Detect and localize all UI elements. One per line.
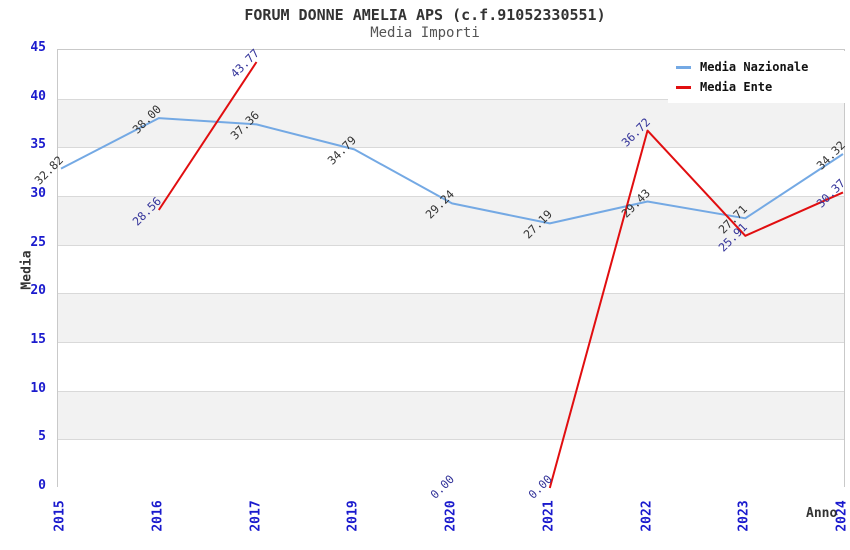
legend-label-media-nazionale: Media Nazionale (700, 60, 809, 74)
chart-subtitle: Media Importi (370, 25, 480, 41)
x-axis-tick-label: 2019 (345, 500, 361, 532)
legend-item-media-nazionale: Media Nazionale (676, 57, 848, 77)
gridline (58, 439, 844, 441)
legend-swatch-media-ente (676, 85, 691, 89)
y-axis-tick-label: 35 (30, 137, 46, 153)
y-axis-tick-label: 25 (30, 234, 46, 250)
x-axis-tick-label: 2023 (736, 500, 752, 532)
series-line-media-nazionale (60, 117, 844, 225)
x-axis-tick-label: 2017 (248, 500, 263, 532)
plot-band (58, 342, 844, 391)
gridline (58, 390, 844, 392)
plot-band (58, 98, 844, 148)
x-axis-tick-label: 2015 (52, 500, 68, 532)
plot-area (57, 49, 845, 489)
chart-title: FORUM DONNE AMELIA APS (c.f.91052330551) (244, 6, 606, 24)
y-axis-tick-label: 40 (30, 88, 46, 104)
y-axis-tick-label: 5 (38, 429, 46, 445)
gridline (58, 147, 844, 149)
gridline (58, 244, 844, 246)
gridline (58, 293, 844, 295)
x-axis-tick-label: 2021 (541, 500, 557, 532)
x-axis-tick-label: 2016 (150, 500, 166, 532)
y-axis-tick-label: 15 (30, 332, 46, 347)
plot-band (58, 293, 844, 342)
plot-band (58, 390, 844, 440)
plot-band (58, 439, 844, 488)
plot-band (58, 147, 844, 196)
legend: Media Nazionale Media Ente (668, 51, 850, 103)
series-line-media-ente (548, 129, 844, 489)
gridline (58, 342, 844, 343)
y-axis-tick-label: 30 (30, 186, 46, 201)
y-axis-tick-label: 20 (30, 283, 46, 299)
series-line-media-ente (157, 61, 258, 211)
plot-band (58, 244, 844, 294)
y-axis-tick-label: 0 (38, 478, 46, 493)
y-axis-tick-label: 10 (30, 380, 46, 396)
legend-swatch-media-nazionale (676, 65, 691, 69)
gridline (58, 98, 844, 100)
y-axis-tick-label: 45 (30, 40, 46, 55)
legend-item-media-ente: Media Ente (676, 77, 848, 97)
legend-label-media-ente: Media Ente (700, 80, 773, 94)
x-axis-title: Anno (806, 506, 838, 521)
x-axis-tick-label: 2020 (443, 500, 459, 532)
gridline (58, 196, 844, 197)
plot-band (58, 196, 844, 245)
series-lines (60, 61, 844, 489)
y-axis-title: Media (7, 250, 46, 289)
x-axis-tick-label: 2022 (639, 500, 654, 532)
